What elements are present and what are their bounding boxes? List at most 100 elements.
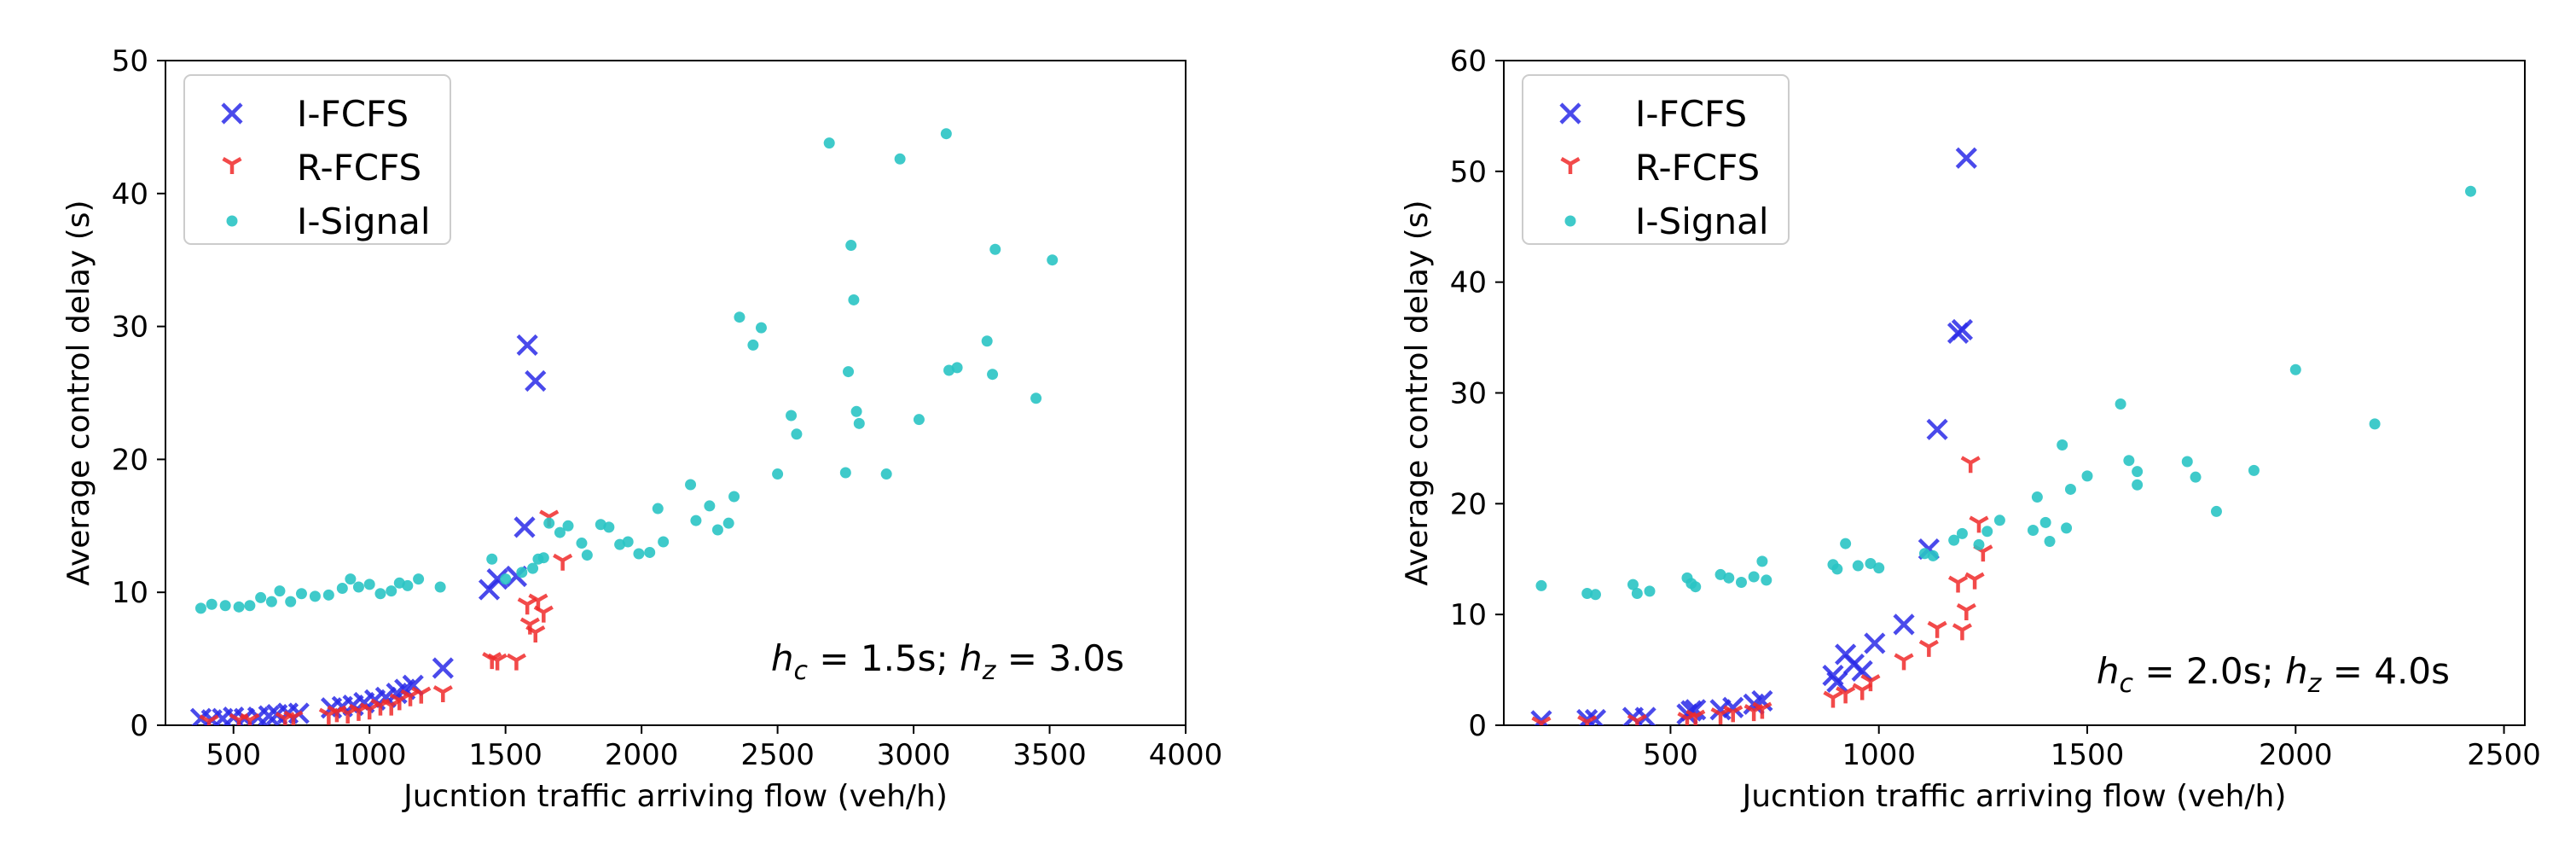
data-point	[1714, 568, 1726, 580]
data-points	[189, 128, 1059, 725]
data-point	[1864, 632, 1886, 654]
data-point	[843, 366, 855, 378]
data-point	[2081, 470, 2093, 482]
y-tick-label: 20	[112, 443, 148, 477]
data-point	[352, 581, 364, 593]
data-point	[1956, 527, 1968, 539]
data-point	[533, 605, 554, 623]
data-point	[1627, 713, 1647, 725]
data-point	[1723, 705, 1743, 723]
data-point	[622, 536, 634, 548]
data-point	[1047, 254, 1059, 266]
legend: I-FCFS R-FCFS I-Signal	[183, 74, 451, 245]
data-point	[1973, 538, 1985, 550]
data-points	[1530, 147, 2476, 725]
data-point	[283, 710, 304, 725]
parameter-annotation: hc = 1.5s; hz = 3.0s	[771, 637, 1124, 686]
data-point	[786, 410, 798, 422]
data-point	[603, 521, 615, 533]
series-i-signal	[194, 128, 1059, 614]
data-point	[1722, 696, 1744, 718]
x-tick-label: 1000	[333, 738, 407, 772]
x-tick-label: 3000	[877, 738, 951, 772]
x-tick-label: 3500	[1012, 738, 1087, 772]
data-point	[240, 712, 260, 725]
x-tick-label: 2000	[2259, 738, 2333, 772]
y-tick-label: 40	[112, 177, 148, 212]
data-point	[1761, 574, 1772, 586]
data-point	[1723, 572, 1735, 584]
data-point	[537, 552, 549, 564]
data-point	[411, 686, 432, 704]
data-point	[274, 585, 286, 597]
data-point	[322, 589, 334, 601]
data-point	[434, 581, 446, 593]
data-point	[658, 536, 670, 548]
y-tick-label: 50	[112, 44, 148, 78]
parameter-annotation: hc = 2.0s; hz = 4.0s	[2097, 650, 2450, 699]
data-point	[1530, 710, 1552, 725]
y-tick-label: 30	[1450, 377, 1487, 411]
data-point	[506, 653, 526, 671]
legend-label: R-FCFS	[297, 147, 421, 189]
data-point	[1852, 560, 1864, 572]
legend-box	[1522, 74, 1790, 245]
legend-marker	[221, 102, 243, 125]
data-point	[1969, 515, 1989, 533]
legend-marker	[1564, 215, 1576, 227]
data-point	[1748, 571, 1760, 583]
data-point	[1964, 572, 1985, 590]
plot-frame	[165, 60, 1186, 726]
data-point	[894, 153, 906, 165]
data-point	[432, 685, 453, 703]
data-point	[853, 417, 865, 429]
data-point	[500, 573, 512, 585]
data-point	[1981, 526, 1993, 538]
data-point	[486, 553, 498, 565]
data-point	[554, 526, 566, 538]
chart-panel-right: 500 1000 1500 2000 2500 0 10 20 30 40 50 60 Jucntion…	[1400, 44, 2541, 814]
data-point	[2132, 466, 2144, 478]
x-tick-label: 2500	[740, 738, 815, 772]
data-point	[1927, 620, 1947, 638]
data-point	[747, 339, 759, 351]
data-point	[1948, 534, 1960, 546]
data-point	[2064, 483, 2076, 495]
data-point	[2044, 535, 2056, 547]
y-axis-label: Average control delay (s)	[1400, 200, 1435, 585]
data-point	[850, 405, 862, 417]
data-point	[2369, 418, 2381, 430]
data-point	[644, 546, 656, 558]
data-point	[880, 468, 892, 480]
data-point	[2248, 464, 2260, 476]
legend-label: R-FCFS	[1635, 147, 1760, 189]
data-point	[1690, 581, 1702, 593]
y-tick-label: 0	[1468, 709, 1487, 743]
data-point	[2123, 455, 2135, 467]
data-point	[516, 334, 538, 357]
data-point	[516, 567, 528, 578]
y-tick-label: 10	[1450, 598, 1487, 632]
data-point	[432, 657, 454, 679]
data-point	[845, 240, 857, 252]
data-point	[1584, 708, 1607, 725]
data-point	[1826, 671, 1848, 693]
legend-marker	[1560, 157, 1581, 174]
data-point	[1735, 577, 1747, 589]
data-point	[848, 294, 860, 305]
data-point	[581, 549, 593, 561]
data-point	[2210, 505, 2222, 517]
y-tick-label: 10	[112, 576, 148, 610]
data-point	[1952, 623, 1972, 641]
data-point	[374, 588, 386, 600]
data-point	[2027, 524, 2039, 536]
data-point	[1531, 716, 1552, 725]
data-point	[2289, 363, 2301, 375]
data-point	[652, 503, 664, 515]
data-point	[1840, 538, 1852, 549]
data-point	[513, 516, 536, 538]
data-point	[981, 335, 993, 347]
y-tick-label: 30	[112, 311, 148, 345]
data-point	[1927, 549, 1939, 561]
